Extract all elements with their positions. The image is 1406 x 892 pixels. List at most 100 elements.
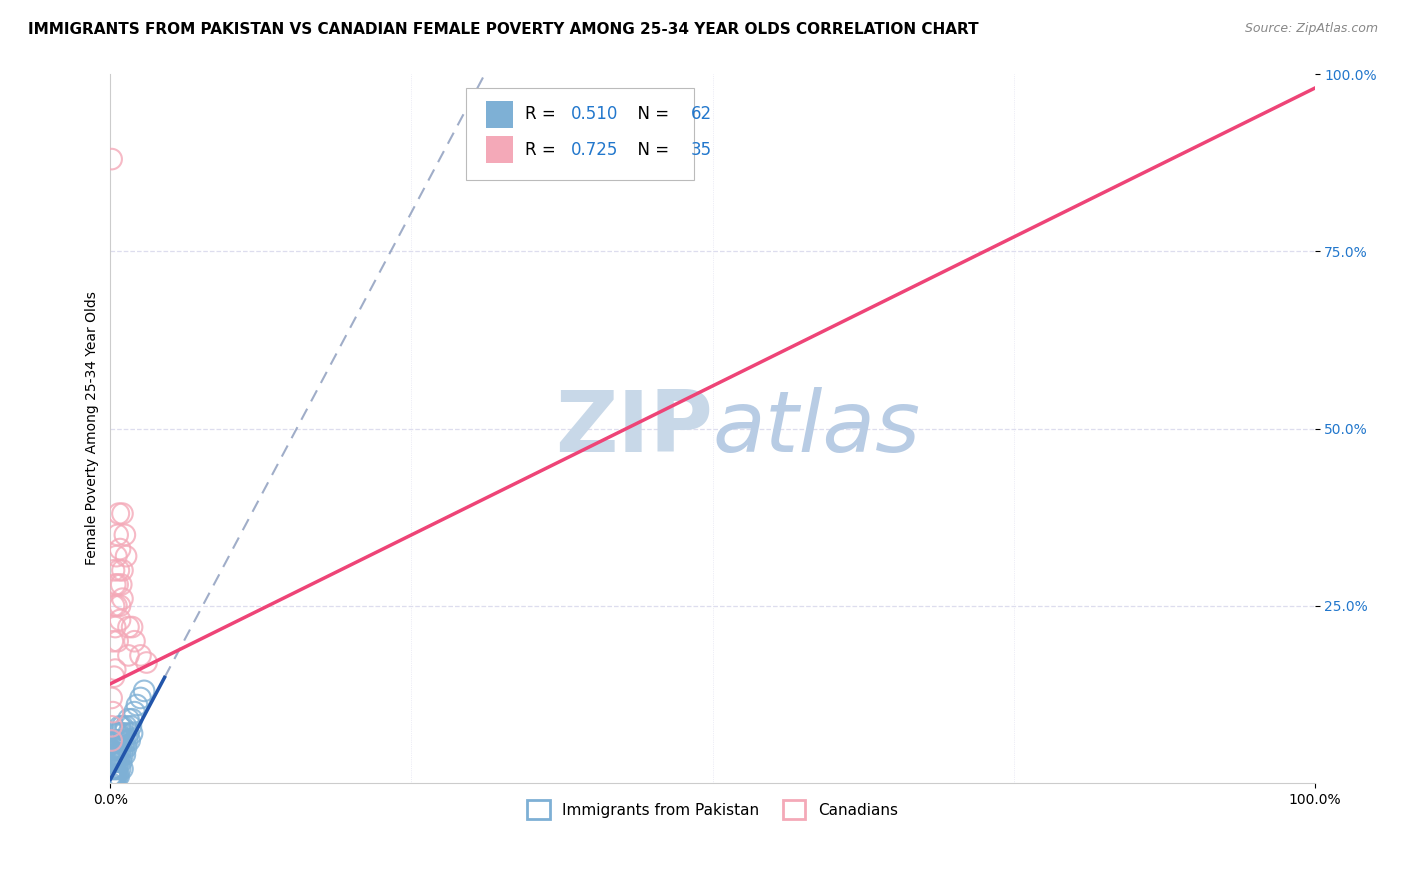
FancyBboxPatch shape xyxy=(465,88,695,180)
Point xyxy=(101,747,124,762)
Point xyxy=(108,613,131,627)
Text: Source: ZipAtlas.com: Source: ZipAtlas.com xyxy=(1244,22,1378,36)
Point xyxy=(108,507,131,521)
Point xyxy=(520,103,543,117)
Point xyxy=(101,634,124,648)
Point xyxy=(129,648,152,663)
Point xyxy=(101,769,124,783)
Point xyxy=(111,563,134,577)
Point xyxy=(124,634,146,648)
Point xyxy=(112,740,135,755)
Point xyxy=(134,684,156,698)
Text: R =: R = xyxy=(524,141,561,159)
Point xyxy=(104,620,127,634)
Point xyxy=(105,769,128,783)
Point xyxy=(100,733,122,747)
Text: ZIP: ZIP xyxy=(555,387,713,470)
Point xyxy=(103,740,125,755)
Point xyxy=(105,740,128,755)
Point xyxy=(100,719,122,733)
Legend: Immigrants from Pakistan, Canadians: Immigrants from Pakistan, Canadians xyxy=(522,794,904,825)
Point xyxy=(104,769,127,783)
Point xyxy=(105,762,128,776)
Point xyxy=(100,690,122,705)
Point xyxy=(107,747,129,762)
Point xyxy=(108,599,131,613)
Point xyxy=(108,733,131,747)
Point xyxy=(120,719,142,733)
Point xyxy=(100,772,122,787)
Point xyxy=(104,747,127,762)
Point xyxy=(111,719,134,733)
Point xyxy=(111,507,134,521)
Point xyxy=(103,599,125,613)
Point xyxy=(105,549,128,563)
Point xyxy=(110,726,132,740)
Point xyxy=(103,769,125,783)
Point xyxy=(112,726,135,740)
Point xyxy=(107,577,129,591)
Point xyxy=(117,712,139,726)
Point xyxy=(105,755,128,769)
Point xyxy=(103,770,125,784)
Point xyxy=(115,740,138,755)
Point xyxy=(101,755,124,769)
Text: 62: 62 xyxy=(690,105,711,123)
Bar xyxy=(486,101,513,128)
Point xyxy=(100,776,122,790)
Point xyxy=(117,648,139,663)
Point xyxy=(117,620,139,634)
Point xyxy=(104,762,127,776)
Point xyxy=(118,733,141,747)
Point xyxy=(105,726,128,740)
Point xyxy=(104,770,127,784)
Point xyxy=(108,762,131,776)
Point xyxy=(104,733,127,747)
Point xyxy=(100,769,122,783)
Point xyxy=(108,769,131,783)
Point xyxy=(107,769,129,783)
Text: N =: N = xyxy=(627,141,675,159)
Point xyxy=(100,152,122,166)
Point xyxy=(107,634,129,648)
Point xyxy=(111,762,134,776)
Point xyxy=(107,528,129,542)
Point xyxy=(104,663,127,677)
Point xyxy=(129,690,152,705)
Text: atlas: atlas xyxy=(713,387,921,470)
Point xyxy=(111,733,134,747)
Point xyxy=(111,747,134,762)
Point xyxy=(121,620,143,634)
Point xyxy=(100,762,122,776)
Point xyxy=(125,698,148,712)
Point xyxy=(103,670,125,684)
Point xyxy=(117,733,139,747)
Point xyxy=(101,705,124,719)
Point xyxy=(115,719,138,733)
Point xyxy=(103,762,125,776)
Point xyxy=(103,755,125,769)
Point xyxy=(114,733,136,747)
Point xyxy=(110,577,132,591)
Point xyxy=(135,656,157,670)
Point xyxy=(100,769,122,783)
Point xyxy=(110,740,132,755)
Point xyxy=(115,549,138,563)
Point xyxy=(114,528,136,542)
Point xyxy=(121,712,143,726)
Text: IMMIGRANTS FROM PAKISTAN VS CANADIAN FEMALE POVERTY AMONG 25-34 YEAR OLDS CORREL: IMMIGRANTS FROM PAKISTAN VS CANADIAN FEM… xyxy=(28,22,979,37)
Y-axis label: Female Poverty Among 25-34 Year Olds: Female Poverty Among 25-34 Year Olds xyxy=(86,292,100,566)
Point xyxy=(104,577,127,591)
Point xyxy=(107,762,129,776)
Point xyxy=(101,772,124,787)
Point xyxy=(108,740,131,755)
Point xyxy=(108,719,131,733)
Point xyxy=(121,726,143,740)
Bar xyxy=(486,136,513,163)
Point xyxy=(117,726,139,740)
Point xyxy=(108,726,131,740)
Text: 35: 35 xyxy=(690,141,711,159)
Point xyxy=(108,755,131,769)
Point xyxy=(108,747,131,762)
Point xyxy=(108,542,131,557)
